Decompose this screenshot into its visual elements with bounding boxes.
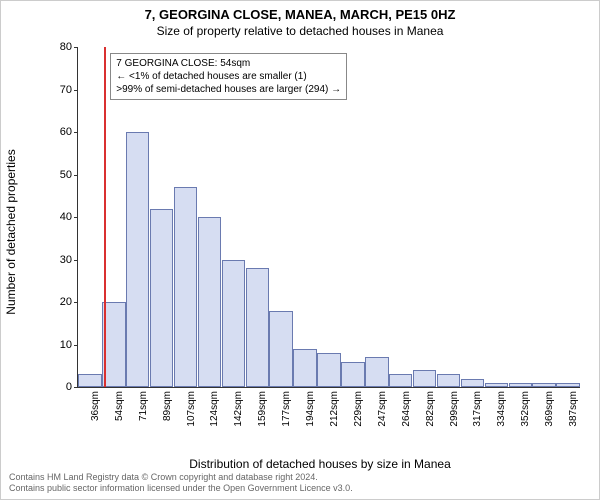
x-tick-label: 299sqm: [449, 391, 460, 427]
x-tick-label: 387sqm: [568, 391, 579, 427]
histogram-bar: [509, 383, 532, 387]
x-tick-label: 212sqm: [329, 391, 340, 427]
histogram-bar: [269, 311, 292, 388]
histogram-bar: [556, 383, 579, 387]
y-tick-label: 20: [60, 296, 72, 308]
histogram-bar: [174, 187, 197, 387]
chart-container: 7, GEORGINA CLOSE, MANEA, MARCH, PE15 0H…: [0, 0, 600, 500]
histogram-bar: [150, 209, 173, 388]
annotation-line3: >99% of semi-detached houses are larger …: [116, 83, 341, 96]
y-tick-label: 70: [60, 84, 72, 96]
chart-area: Number of detached properties 0102030405…: [49, 47, 579, 417]
x-tick-label: 159sqm: [257, 391, 268, 427]
y-tick: [74, 217, 78, 218]
footer-line1: Contains HM Land Registry data © Crown c…: [9, 472, 353, 484]
histogram-bar: [222, 260, 245, 388]
x-tick-label: 89sqm: [162, 391, 173, 421]
footer-attribution: Contains HM Land Registry data © Crown c…: [9, 472, 353, 495]
x-tick-label: 107sqm: [186, 391, 197, 427]
histogram-bar: [437, 374, 460, 387]
y-tick: [74, 175, 78, 176]
chart-subtitle: Size of property relative to detached ho…: [1, 24, 599, 38]
x-tick-label: 264sqm: [401, 391, 412, 427]
histogram-bar: [413, 370, 436, 387]
y-tick: [74, 90, 78, 91]
histogram-bar: [389, 374, 412, 387]
y-tick-label: 0: [66, 381, 72, 393]
y-tick-label: 80: [60, 41, 72, 53]
histogram-bar: [126, 132, 149, 387]
histogram-bar: [365, 357, 388, 387]
histogram-bar: [485, 383, 508, 387]
x-tick-label: 282sqm: [425, 391, 436, 427]
y-tick-label: 10: [60, 339, 72, 351]
histogram-bar: [293, 349, 316, 387]
y-tick-label: 50: [60, 169, 72, 181]
histogram-bar: [532, 383, 555, 387]
x-tick-label: 142sqm: [233, 391, 244, 427]
x-tick-label: 352sqm: [520, 391, 531, 427]
x-tick-label: 36sqm: [90, 391, 101, 421]
x-tick-label: 177sqm: [281, 391, 292, 427]
x-tick-label: 317sqm: [472, 391, 483, 427]
x-tick-label: 229sqm: [353, 391, 364, 427]
histogram-bar: [341, 362, 364, 388]
annotation-line1: 7 GEORGINA CLOSE: 54sqm: [116, 57, 341, 70]
property-marker-line: [104, 47, 106, 387]
x-tick-label: 334sqm: [496, 391, 507, 427]
y-tick: [74, 132, 78, 133]
x-tick-label: 194sqm: [305, 391, 316, 427]
plot-area: 0102030405060708036sqm54sqm71sqm89sqm107…: [77, 47, 580, 388]
x-tick-label: 369sqm: [544, 391, 555, 427]
histogram-bar: [246, 268, 269, 387]
annotation-line2: ← <1% of detached houses are smaller (1): [116, 70, 341, 83]
y-tick: [74, 260, 78, 261]
y-axis-label: Number of detached properties: [4, 149, 18, 314]
footer-line2: Contains public sector information licen…: [9, 483, 353, 495]
chart-title: 7, GEORGINA CLOSE, MANEA, MARCH, PE15 0H…: [1, 7, 599, 22]
y-tick-label: 30: [60, 254, 72, 266]
histogram-bar: [78, 374, 101, 387]
y-tick: [74, 47, 78, 48]
x-tick-label: 124sqm: [209, 391, 220, 427]
x-tick-label: 54sqm: [114, 391, 125, 421]
y-tick: [74, 387, 78, 388]
y-tick-label: 60: [60, 126, 72, 138]
x-tick-label: 71sqm: [138, 391, 149, 421]
x-axis-label: Distribution of detached houses by size …: [69, 457, 571, 471]
y-tick: [74, 302, 78, 303]
y-tick-label: 40: [60, 211, 72, 223]
histogram-bar: [198, 217, 221, 387]
annotation-box: 7 GEORGINA CLOSE: 54sqm← <1% of detached…: [110, 53, 347, 100]
histogram-bar: [461, 379, 484, 388]
x-tick-label: 247sqm: [377, 391, 388, 427]
histogram-bar: [317, 353, 340, 387]
y-tick: [74, 345, 78, 346]
